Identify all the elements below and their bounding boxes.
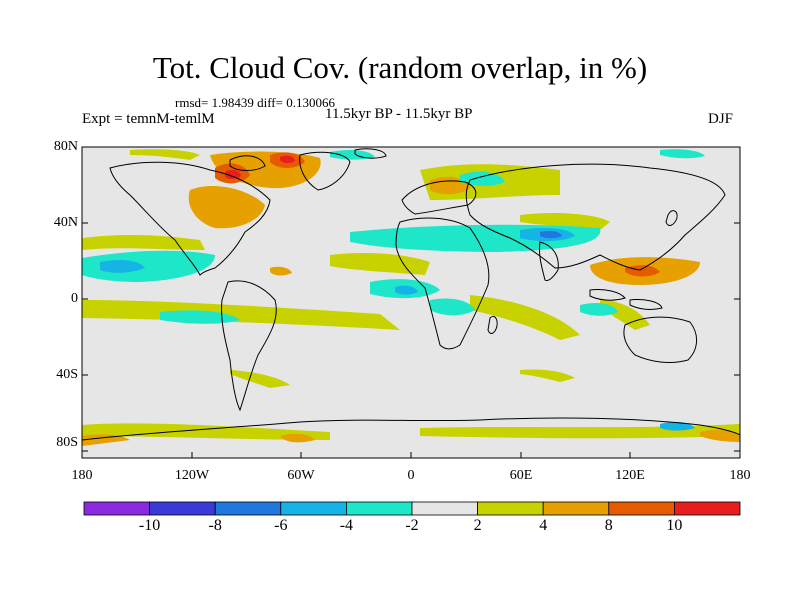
stats-label: rmsd= 1.98439 diff= 0.130066	[175, 95, 335, 110]
x-tick-label: 120W	[174, 468, 210, 483]
x-tick-label: 120E	[615, 468, 645, 483]
x-tick-label: 180	[71, 468, 93, 483]
contour-negative-high	[540, 231, 562, 239]
y-tick-marks	[82, 146, 740, 452]
colorbar-swatch	[411, 501, 478, 516]
y-tick-label: 80S	[56, 435, 78, 450]
colorbar-tick-label: -2	[405, 517, 419, 534]
colorbar-swatch	[214, 501, 282, 516]
x-tick-label: 180	[729, 468, 751, 483]
contour-fields	[82, 149, 740, 446]
coastlines	[82, 148, 740, 441]
y-tick-label: 40S	[56, 367, 78, 382]
period-label: 11.5kyr BP - 11.5kyr BP	[325, 106, 473, 122]
map-title: Tot. Cloud Cov. (random overlap, in %)	[152, 50, 648, 85]
colorbar-tick-label: -6	[274, 517, 288, 534]
colorbar-swatch	[477, 501, 544, 516]
colorbar-swatch	[542, 501, 610, 516]
x-tick-label: 60E	[509, 468, 533, 483]
colorbar-swatch	[83, 501, 150, 516]
y-tick-label: 80N	[53, 139, 78, 154]
season-label: DJF	[708, 111, 734, 127]
y-tick-label: 0	[71, 291, 78, 306]
colorbar-swatch	[280, 501, 347, 516]
colorbar	[83, 501, 741, 516]
experiment-label: Expt = temnM-temlM	[82, 111, 215, 127]
colorbar-tick-label: 8	[604, 517, 613, 534]
colorbar-tick-label: -4	[339, 517, 354, 534]
x-tick-label: 60W	[287, 468, 315, 483]
colorbar-swatch	[608, 501, 675, 516]
colorbar-tick-label: 2	[473, 517, 482, 534]
colorbar-swatch	[674, 501, 741, 516]
x-tick-label: 0	[407, 468, 415, 483]
colorbar-tick-label: -8	[208, 517, 222, 534]
colorbar-swatch	[345, 501, 413, 516]
x-tick-marks	[81, 452, 741, 458]
colorbar-swatch	[149, 501, 216, 516]
colorbar-tick-label: 4	[539, 517, 548, 534]
colorbar-tick-label: 10	[666, 517, 683, 534]
y-tick-label: 40N	[53, 215, 78, 230]
contour-positive-max	[225, 155, 295, 179]
colorbar-tick-label: -10	[138, 517, 161, 534]
